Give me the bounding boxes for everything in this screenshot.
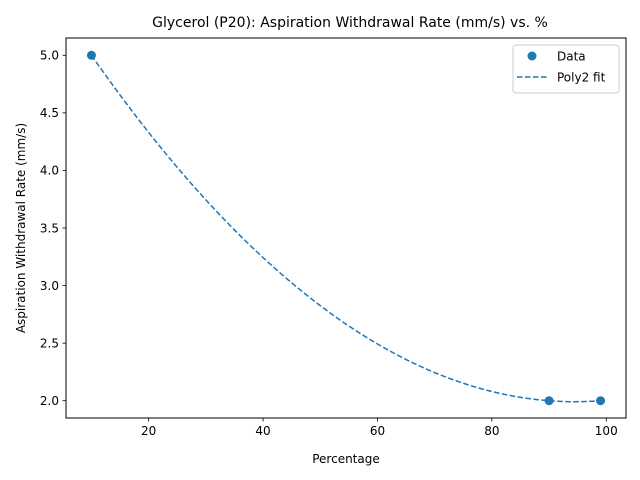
x-tick-label: 20 [141, 424, 156, 438]
legend-label-data: Data [557, 50, 586, 64]
x-tick-label: 100 [595, 424, 618, 438]
x-tick-label: 40 [255, 424, 270, 438]
x-axis-ticks: 20 40 60 80 100 [141, 418, 618, 438]
chart-title: Glycerol (P20): Aspiration Withdrawal Ra… [152, 15, 548, 31]
y-tick-label: 5.0 [40, 49, 59, 63]
y-tick-label: 3.0 [40, 279, 59, 293]
y-axis-label: Aspiration Withdrawal Rate (mm/s) [14, 123, 28, 333]
y-tick-label: 2.5 [40, 336, 59, 350]
legend-box [512, 44, 620, 94]
data-point [544, 396, 554, 406]
x-axis-label: Percentage [312, 452, 380, 466]
data-point [86, 50, 96, 60]
y-axis-ticks: 2.0 2.5 3.0 3.5 4.0 4.5 5.0 [40, 49, 66, 408]
fit-line [90, 54, 601, 403]
points-layer [86, 50, 606, 406]
y-tick-label: 4.5 [40, 106, 59, 120]
y-tick-label: 4.0 [40, 164, 59, 178]
data-point [596, 396, 606, 406]
x-tick-label: 80 [484, 424, 499, 438]
y-tick-label: 3.5 [40, 221, 59, 235]
fit-layer [90, 54, 601, 403]
legend-label-fit: Poly2 fit [557, 71, 606, 85]
y-tick-label: 2.0 [40, 394, 59, 408]
x-tick-label: 60 [370, 424, 385, 438]
legend-marker-data [527, 51, 537, 61]
legend: Data Poly2 fit [512, 44, 620, 94]
